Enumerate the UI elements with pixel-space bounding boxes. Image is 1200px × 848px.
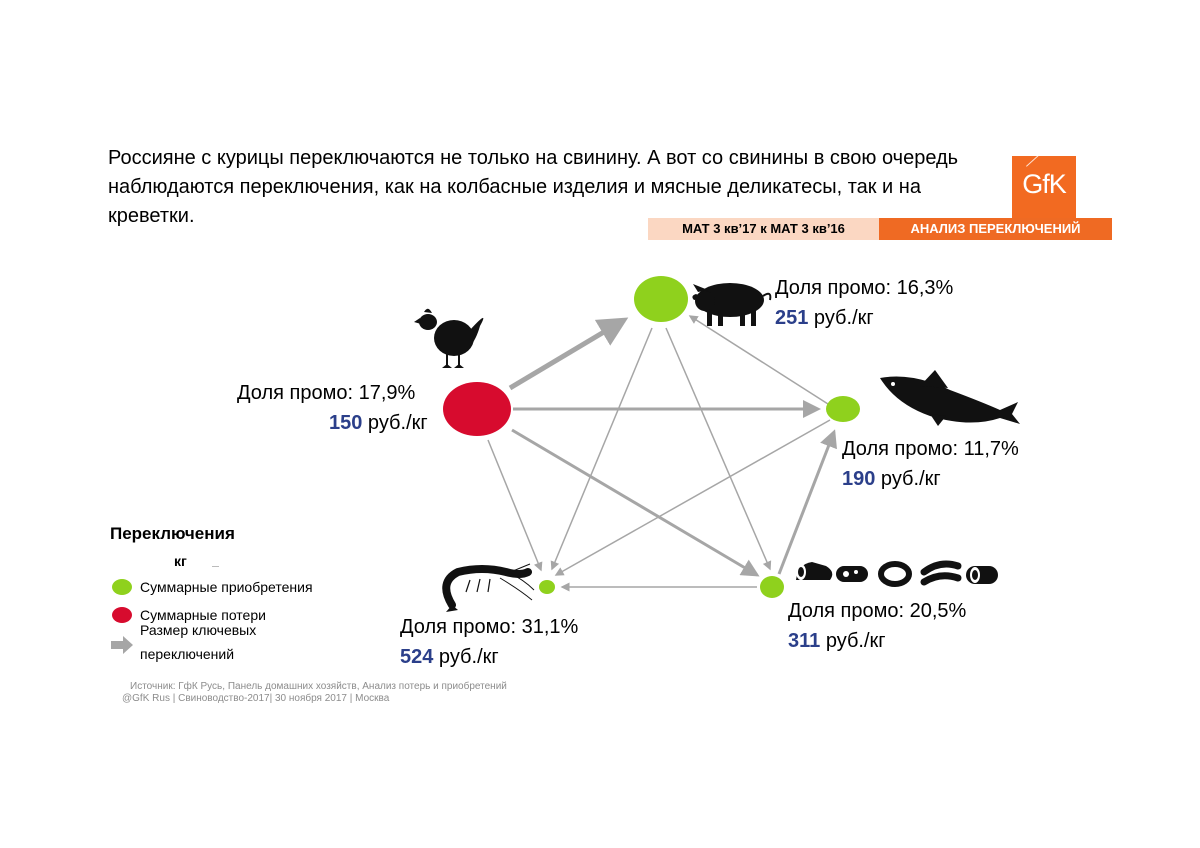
label-chicken: Доля промо: 17,9% 150 руб./кг — [237, 378, 428, 438]
label-pork: Доля промо: 16,3% 251 руб./кг — [775, 273, 953, 333]
promo-pork: Доля промо: 16,3% — [775, 277, 954, 299]
legend-loss-label: Суммарные потери — [140, 607, 266, 623]
node-chicken — [443, 382, 511, 436]
legend-arrow-label-1: Размер ключевых — [140, 622, 257, 638]
arrow-chicken-pork — [508, 317, 629, 391]
promo-chicken: Доля промо: 17,9% — [237, 382, 416, 404]
legend-gain-label: Суммарные приобретения — [140, 579, 313, 595]
arrow-chicken-sausage — [511, 428, 760, 577]
legend-title: Переключения — [110, 524, 235, 543]
label-fish: Доля промо: 11,7% 190 руб./кг — [842, 434, 1019, 494]
pig-icon — [692, 283, 772, 326]
sausage-icon — [796, 560, 998, 587]
node-fish — [826, 396, 860, 422]
legend-dash — [212, 566, 219, 567]
unit-chicken: руб./кг — [362, 412, 428, 434]
arrow-pork-sausage — [665, 327, 772, 571]
unit-pork: руб./кг — [808, 307, 874, 329]
period-bar: МАТ 3 кв’17 к МАТ 3 кв’16 — [648, 218, 879, 240]
promo-fish: Доля промо: 11,7% — [842, 438, 1019, 460]
footer-note: @GfK Rus | Свиноводство-2017| 30 ноября … — [122, 693, 390, 704]
price-fish: 190 — [842, 468, 876, 490]
unit-shrimp: руб./кг — [433, 646, 499, 668]
label-shrimp: Доля промо: 31,1% 524 руб./кг — [400, 612, 578, 672]
fish-icon — [880, 370, 1020, 426]
arrow-sausage-fish — [777, 429, 837, 575]
shrimp-icon — [442, 563, 535, 612]
source-note: Источник: ГфК Русь, Панель домашних хозя… — [130, 681, 507, 692]
legend-unit: кг — [174, 553, 187, 569]
promo-shrimp: Доля промо: 31,1% — [400, 616, 579, 638]
unit-fish: руб./кг — [875, 468, 941, 490]
promo-sausage: Доля промо: 20,5% — [788, 600, 967, 622]
legend-gain-dot — [112, 579, 132, 595]
price-shrimp: 524 — [400, 646, 434, 668]
arrow-pork-shrimp — [550, 327, 653, 571]
legend-arrow-label-2: переключений — [140, 646, 235, 662]
gfk-logo: GfK — [1012, 156, 1076, 220]
arrow-chicken-shrimp — [487, 439, 543, 572]
legend-arrow-icon — [111, 636, 133, 654]
node-pork — [634, 276, 688, 322]
headline: Россияне с курицы переключаются не тольк… — [108, 147, 959, 227]
price-sausage: 311 — [788, 630, 821, 652]
arrow-fish-shrimp — [554, 419, 831, 576]
price-chicken: 150 — [329, 412, 363, 434]
label-sausage: Доля промо: 20,5% 311 руб./кг — [788, 596, 966, 656]
price-pork: 251 — [775, 307, 809, 329]
analysis-bar: АНАЛИЗ ПЕРЕКЛЮЧЕНИЙ — [879, 218, 1112, 240]
legend-loss-dot — [112, 607, 132, 623]
unit-sausage: руб./кг — [820, 630, 886, 652]
logo-text: GfK — [1022, 169, 1067, 199]
arrow-fish-pork — [688, 315, 829, 405]
chicken-icon — [414, 308, 484, 368]
node-shrimp — [539, 580, 555, 594]
node-sausage — [760, 576, 784, 598]
